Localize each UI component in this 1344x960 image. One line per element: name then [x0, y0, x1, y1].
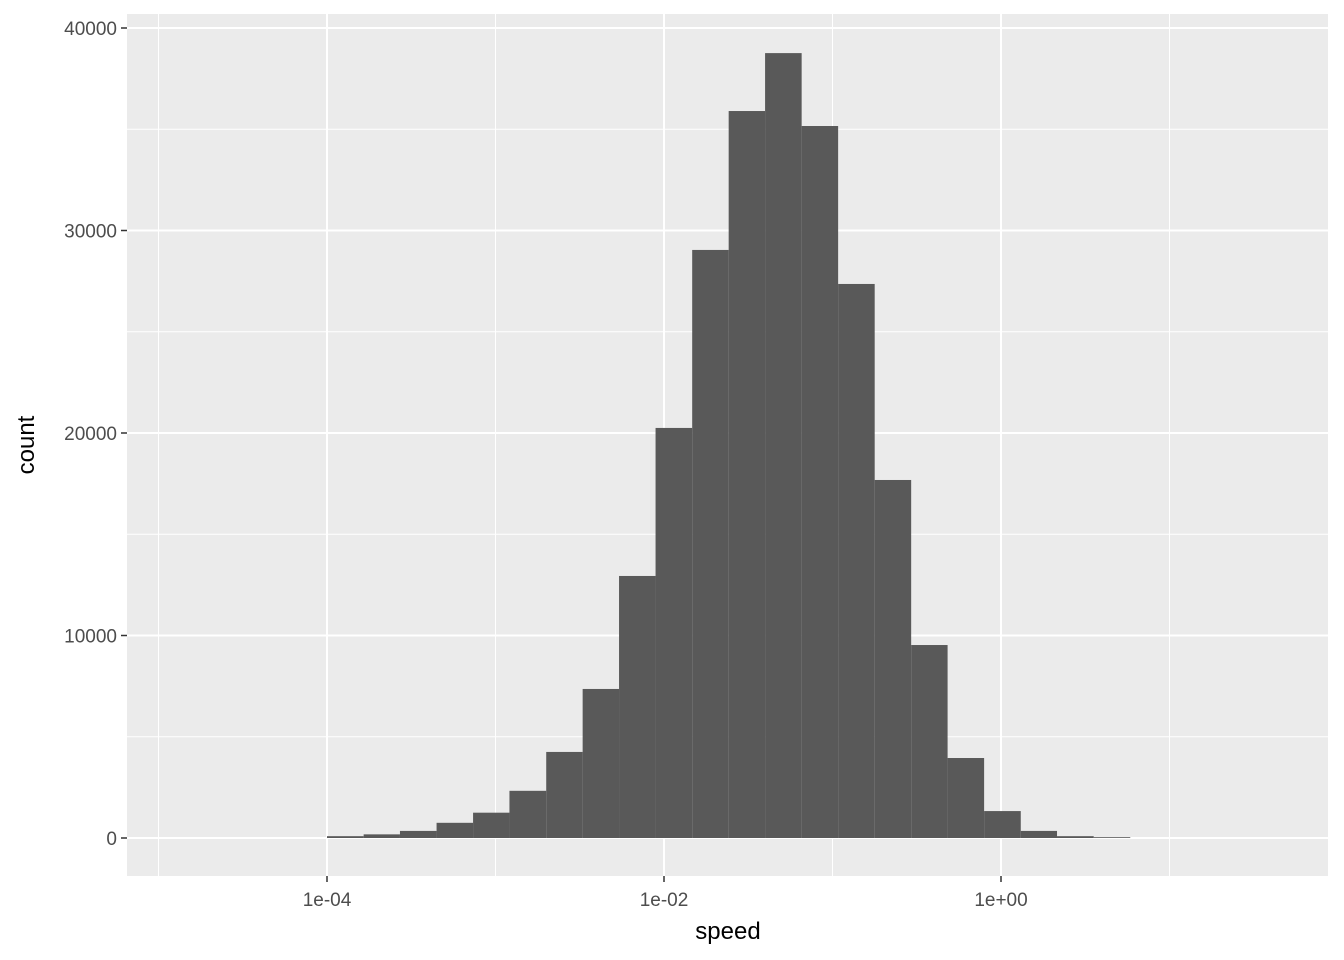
histogram-bar [947, 758, 985, 838]
y-tick-label: 40000 [64, 19, 117, 40]
histogram-bar [728, 111, 766, 838]
y-tick-label: 0 [106, 829, 117, 850]
histogram-bar [765, 53, 802, 839]
histogram-bar [1057, 836, 1094, 838]
bars [327, 53, 1131, 839]
x-tick-label: 1e+00 [974, 890, 1027, 911]
histogram-bar [582, 688, 620, 838]
x-tick-label: 1e-04 [303, 890, 352, 911]
histogram-bar [619, 575, 656, 838]
histogram-bar [984, 811, 1021, 838]
histogram-bar [436, 822, 474, 838]
y-tick-label: 10000 [64, 627, 117, 648]
histogram-bar [363, 834, 400, 838]
histogram-bar [874, 479, 912, 838]
histogram-bar [1093, 837, 1131, 838]
histogram-bar [911, 645, 948, 838]
histogram-bar [801, 126, 839, 838]
histogram-bar [327, 836, 364, 838]
histogram-bar [655, 427, 693, 838]
histogram-bar [546, 751, 583, 838]
y-axis-title: count [13, 415, 40, 474]
histogram-bar [838, 283, 875, 839]
histogram-bar [399, 830, 437, 838]
histogram-bar [1020, 830, 1058, 838]
x-tick-label: 1e-02 [640, 890, 689, 911]
x-axis-title: speed [695, 918, 760, 945]
y-tick-label: 30000 [64, 222, 117, 243]
axes: 0 10000 20000 30000 40000 1e-04 1e-02 1e+00 [64, 19, 1028, 911]
histogram-bar [473, 812, 510, 838]
y-tick-label: 20000 [64, 424, 117, 445]
histogram-bar [509, 790, 547, 838]
histogram-bar [692, 249, 729, 838]
